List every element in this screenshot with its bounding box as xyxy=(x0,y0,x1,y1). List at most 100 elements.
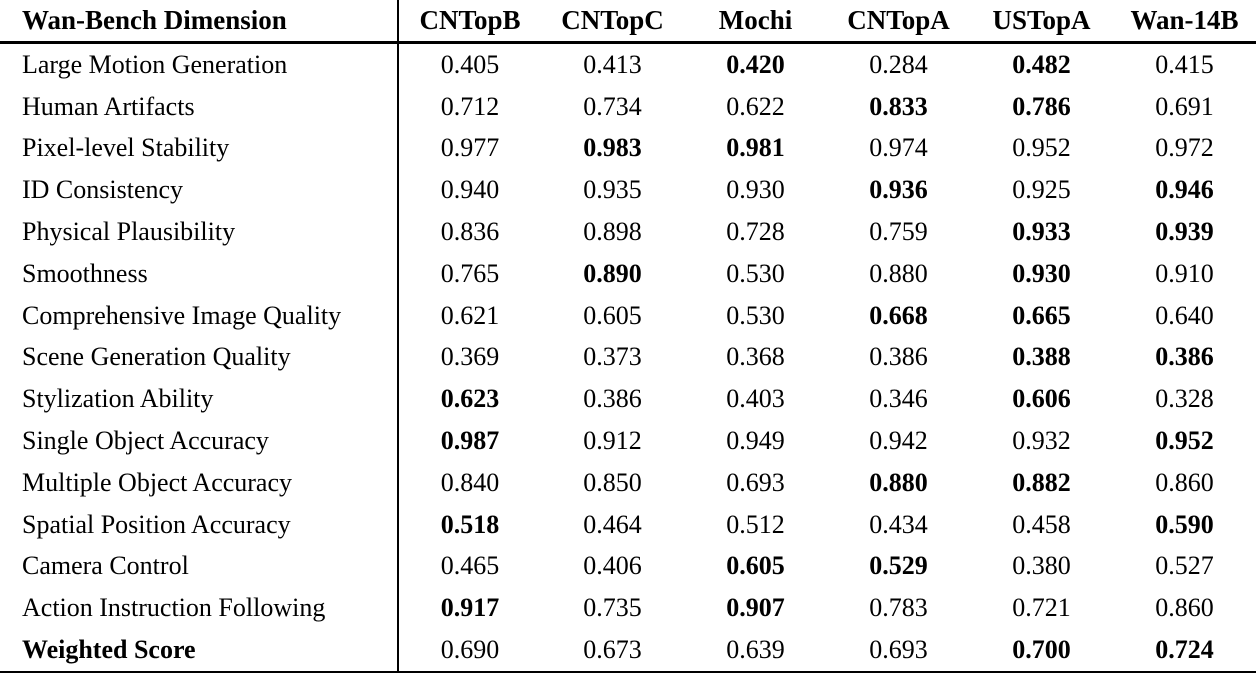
score-cell: 0.465 xyxy=(440,551,500,581)
score-cell: 0.700 xyxy=(970,629,1113,673)
score-cell: 0.946 xyxy=(1155,175,1214,205)
score-cell: 0.935 xyxy=(583,175,642,205)
dimension-cell: Smoothness xyxy=(0,252,399,295)
score-cell: 0.836 xyxy=(440,217,500,247)
score-cell: 0.388 xyxy=(1012,342,1071,372)
score-cell: 0.373 xyxy=(583,342,642,372)
score-cell: 0.712 xyxy=(440,91,500,121)
score-cell: 0.949 xyxy=(726,426,785,456)
score-cell: 0.987 xyxy=(440,426,500,456)
table-row: Weighted Score 0.690 0.673 0.639 0.693 0.700 0… xyxy=(0,629,1256,673)
score-cell: 0.850 xyxy=(583,467,642,497)
score-cell: 0.464 xyxy=(583,509,642,539)
score-cell: 0.640 xyxy=(1155,300,1214,330)
score-cell: 0.890 xyxy=(583,258,642,288)
score-cell: 0.693 xyxy=(726,467,785,497)
score-cell: 0.482 xyxy=(1012,49,1071,79)
score-cell: 0.972 xyxy=(1155,133,1214,163)
score-cell: 0.910 xyxy=(1155,258,1214,288)
score-cell: 0.907 xyxy=(726,593,785,623)
score-cell: 0.940 xyxy=(440,175,500,205)
score-cell: 0.983 xyxy=(583,133,642,163)
score-cell: 0.786 xyxy=(1012,91,1071,121)
score-cell: 0.735 xyxy=(583,593,642,623)
score-cell: 0.930 xyxy=(1012,258,1071,288)
score-cell: 0.527 xyxy=(1155,551,1214,581)
score-cell: 0.925 xyxy=(1012,175,1071,205)
score-cell: 0.380 xyxy=(1012,551,1071,581)
score-cell: 0.622 xyxy=(726,91,785,121)
score-cell: 0.765 xyxy=(440,258,500,288)
table-row: ID Consistency 0.940 0.935 0.930 0.936 0.925 0… xyxy=(0,169,1256,212)
score-cell: 0.936 xyxy=(869,175,928,205)
dimension-cell: Physical Plausibility xyxy=(0,211,399,253)
score-cell: 0.783 xyxy=(869,593,928,623)
column-header-ustopa: USTopA xyxy=(970,0,1113,44)
table-row: Single Object Accuracy 0.987 0.912 0.949 0.9… xyxy=(0,420,1256,462)
column-header-mochi: Mochi xyxy=(684,0,827,44)
score-cell: 0.939 xyxy=(1155,217,1214,247)
table-row: Spatial Position Accuracy 0.518 0.464 0.512… xyxy=(0,503,1256,546)
score-cell: 0.728 xyxy=(726,217,785,247)
score-cell: 0.386 xyxy=(1155,342,1214,372)
score-cell: 0.933 xyxy=(1012,217,1071,247)
score-cell: 0.458 xyxy=(1012,509,1071,539)
score-cell: 0.981 xyxy=(726,133,785,163)
score-cell: 0.952 xyxy=(1012,133,1071,163)
score-cell: 0.952 xyxy=(1155,426,1214,456)
score-cell: 0.724 xyxy=(1113,629,1256,673)
score-cell: 0.665 xyxy=(1012,300,1071,330)
table-row: Action Instruction Following 0.917 0.735 0.… xyxy=(0,587,1256,630)
table-row: Stylization Ability 0.623 0.386 0.403 0.346 0… xyxy=(0,378,1256,421)
score-cell: 0.882 xyxy=(1012,467,1071,497)
score-cell: 0.590 xyxy=(1155,509,1214,539)
score-cell: 0.605 xyxy=(583,300,642,330)
table-row: Camera Control 0.465 0.406 0.605 0.529 0.380 0… xyxy=(0,545,1256,588)
score-cell: 0.530 xyxy=(726,258,785,288)
score-cell: 0.833 xyxy=(869,91,928,121)
table-row: Comprehensive Image Quality 0.621 0.605 0.5… xyxy=(0,294,1256,337)
score-cell: 0.898 xyxy=(583,217,642,247)
score-cell: 0.942 xyxy=(869,426,928,456)
dimension-cell: Human Artifacts xyxy=(0,85,399,128)
column-header-cntopc: CNTopC xyxy=(541,0,684,44)
score-cell: 0.529 xyxy=(869,551,928,581)
score-cell: 0.917 xyxy=(440,593,500,623)
dimension-cell: Spatial Position Accuracy xyxy=(0,503,399,546)
dimension-cell: Single Object Accuracy xyxy=(0,420,399,462)
score-cell: 0.691 xyxy=(1155,91,1214,121)
score-cell: 0.932 xyxy=(1012,426,1071,456)
column-header-cntopa: CNTopA xyxy=(827,0,970,44)
score-cell: 0.328 xyxy=(1155,384,1214,414)
score-cell: 0.759 xyxy=(869,217,928,247)
score-cell: 0.690 xyxy=(398,629,541,673)
dimension-cell: Multiple Object Accuracy xyxy=(0,461,399,504)
score-cell: 0.369 xyxy=(440,342,500,372)
score-cell: 0.606 xyxy=(1012,384,1071,414)
score-cell: 0.413 xyxy=(583,49,642,79)
column-header-cntopb: CNTopB xyxy=(398,0,541,44)
table-header: Wan-Bench Dimension CNTopB CNTopC Mochi … xyxy=(0,0,1256,44)
score-cell: 0.974 xyxy=(869,133,928,163)
table-row: Physical Plausibility 0.836 0.898 0.728 0.75… xyxy=(0,211,1256,253)
score-cell: 0.346 xyxy=(869,384,928,414)
dimension-cell: Pixel-level Stability xyxy=(0,127,399,170)
dimension-cell: Large Motion Generation xyxy=(0,42,399,86)
table-row: Scene Generation Quality 0.369 0.373 0.368 0… xyxy=(0,336,1256,379)
score-cell: 0.623 xyxy=(440,384,500,414)
score-cell: 0.880 xyxy=(869,467,928,497)
score-cell: 0.721 xyxy=(1012,593,1071,623)
table-row: Human Artifacts 0.712 0.734 0.622 0.833 0.786… xyxy=(0,85,1256,128)
table-row: Large Motion Generation 0.405 0.413 0.420 0.… xyxy=(0,42,1256,86)
score-cell: 0.912 xyxy=(583,426,642,456)
score-cell: 0.415 xyxy=(1155,49,1214,79)
dimension-cell: Stylization Ability xyxy=(0,378,399,421)
table-body: Large Motion Generation 0.405 0.413 0.420 0.… xyxy=(0,42,1256,673)
table-row: Smoothness 0.765 0.890 0.530 0.880 0.930 0.910 xyxy=(0,252,1256,295)
score-cell: 0.420 xyxy=(726,49,785,79)
score-cell: 0.368 xyxy=(726,342,785,372)
score-cell: 0.977 xyxy=(440,133,500,163)
dimension-cell: Camera Control xyxy=(0,545,399,588)
dimension-cell: ID Consistency xyxy=(0,169,399,212)
